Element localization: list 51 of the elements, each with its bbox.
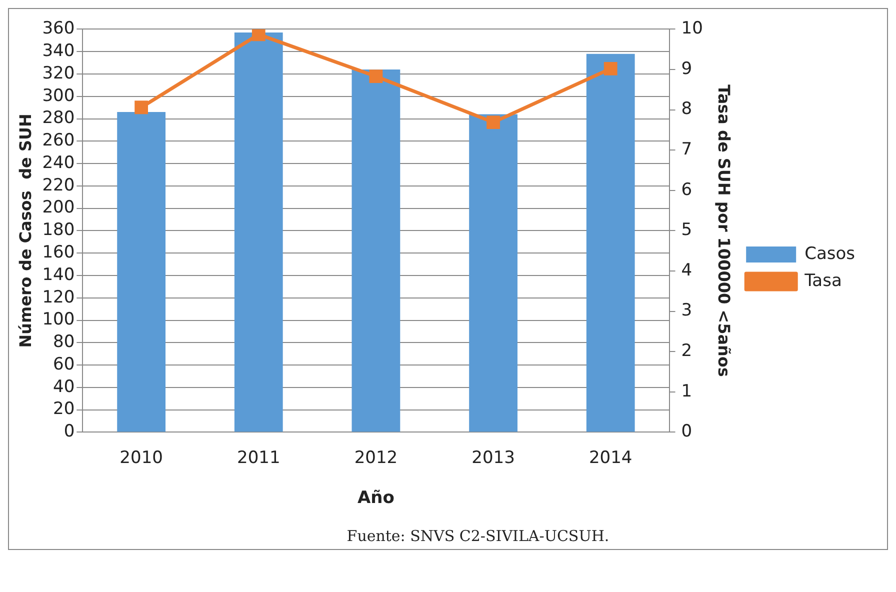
bar xyxy=(117,112,166,432)
y2-tick-label: 1 xyxy=(681,381,692,402)
bar xyxy=(234,32,283,432)
y-tick-label: 20 xyxy=(53,399,75,420)
y-tick-label: 260 xyxy=(42,130,75,151)
y2-tick-label: 5 xyxy=(681,220,692,240)
source-note: Fuente: SNVS C2-SIVILA-UCSUH. xyxy=(346,527,610,545)
y-tick-label: 100 xyxy=(42,310,75,330)
y2-tick-label: 7 xyxy=(681,140,692,160)
y2-tick-label: 4 xyxy=(681,260,692,280)
x-tick-label: 2010 xyxy=(120,448,163,468)
x-axis-title: Año xyxy=(357,488,394,508)
point xyxy=(134,100,148,114)
y-tick-label: 220 xyxy=(42,175,75,196)
point xyxy=(604,62,618,76)
y2-tick-label: 9 xyxy=(681,58,692,79)
y-tick-label: 360 xyxy=(42,18,75,39)
point xyxy=(369,70,383,84)
y-tick-label: 200 xyxy=(42,198,75,218)
legend-label: Tasa xyxy=(804,270,842,291)
y-tick-label: 80 xyxy=(53,332,75,352)
x-tick-label: 2012 xyxy=(354,448,398,468)
y-axis-title: Número de Casos de SUH xyxy=(16,114,35,348)
y-tick-label: 300 xyxy=(42,86,75,106)
y-tick-label: 40 xyxy=(53,376,75,397)
y2-tick-label: 3 xyxy=(681,300,692,321)
point xyxy=(252,29,266,42)
y-tick-label: 180 xyxy=(42,220,75,240)
y-tick-label: 60 xyxy=(53,354,75,374)
y2-axis-title: Tasa de SUH por 100000 <5años xyxy=(714,84,734,377)
legend-label: Casos xyxy=(804,244,856,264)
bar xyxy=(469,114,518,432)
y2-tick-label: 6 xyxy=(681,180,692,200)
y2-tick-label: 10 xyxy=(681,18,703,39)
bar xyxy=(352,70,400,432)
x-tick-label: 2011 xyxy=(237,448,280,468)
y2-tick-label: 8 xyxy=(681,99,692,120)
y-tick-label: 0 xyxy=(64,422,75,442)
point xyxy=(486,116,500,129)
y-tick-label: 320 xyxy=(42,63,75,84)
y-tick-label: 160 xyxy=(42,242,75,263)
y-tick-label: 340 xyxy=(42,41,75,62)
y-tick-label: 120 xyxy=(42,287,75,308)
y2-tick-label: 0 xyxy=(681,422,692,442)
x-tick-label: 2014 xyxy=(588,448,632,468)
x-tick-label: 2013 xyxy=(472,448,515,468)
y2-tick-label: 2 xyxy=(681,341,692,362)
y-tick-label: 240 xyxy=(42,152,75,173)
bar xyxy=(586,54,635,432)
y-tick-label: 140 xyxy=(42,264,75,285)
y-tick-label: 280 xyxy=(42,108,75,128)
